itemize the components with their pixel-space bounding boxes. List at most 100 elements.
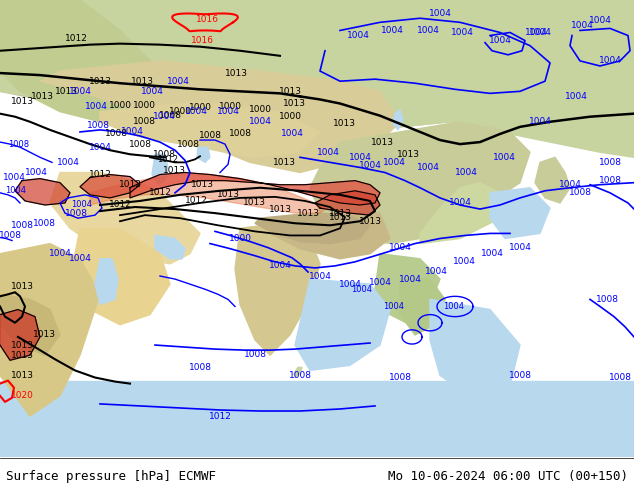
Text: 1013: 1013	[11, 282, 34, 291]
Text: 1008: 1008	[11, 221, 34, 230]
Text: 1013: 1013	[396, 150, 420, 159]
Text: 1004: 1004	[141, 87, 164, 96]
Text: 1000: 1000	[228, 234, 252, 243]
Text: 1012: 1012	[119, 180, 141, 189]
Text: 1008: 1008	[133, 117, 155, 126]
Text: 1004: 1004	[339, 280, 361, 289]
Text: 1004: 1004	[429, 9, 451, 18]
Text: 1004: 1004	[425, 268, 448, 276]
Text: 1008: 1008	[86, 121, 110, 130]
Text: 1008: 1008	[508, 371, 531, 380]
Polygon shape	[420, 183, 510, 244]
Text: 1004: 1004	[5, 186, 26, 196]
Text: 1013: 1013	[32, 330, 56, 340]
Text: 1004: 1004	[84, 102, 107, 111]
Text: 1016: 1016	[190, 36, 214, 45]
Text: Mo 10-06-2024 06:00 UTC (00+150): Mo 10-06-2024 06:00 UTC (00+150)	[387, 469, 628, 483]
Polygon shape	[0, 381, 634, 457]
Polygon shape	[0, 0, 634, 20]
Text: 1004: 1004	[217, 107, 240, 116]
Text: 1013: 1013	[242, 198, 266, 207]
Polygon shape	[535, 157, 570, 203]
Text: 1008: 1008	[188, 363, 212, 372]
Text: 1000: 1000	[169, 107, 191, 116]
Text: 1012: 1012	[157, 155, 179, 164]
Text: 1000: 1000	[219, 102, 242, 111]
Text: 1004: 1004	[571, 21, 593, 30]
Text: 1004: 1004	[49, 249, 72, 258]
Text: 1004: 1004	[449, 198, 472, 207]
Text: 1004: 1004	[309, 271, 332, 281]
Polygon shape	[95, 259, 118, 304]
Text: 1013: 1013	[278, 87, 302, 96]
Text: 1013: 1013	[162, 166, 186, 175]
Text: 1008: 1008	[32, 219, 56, 228]
Text: 1016: 1016	[195, 15, 219, 24]
Text: 1013: 1013	[11, 97, 34, 106]
Polygon shape	[490, 188, 550, 239]
Text: 1004: 1004	[281, 129, 304, 139]
Text: 1013: 1013	[89, 77, 112, 86]
Text: 1008: 1008	[0, 231, 22, 240]
Text: 1013: 1013	[269, 204, 292, 214]
Text: 1004: 1004	[389, 243, 411, 252]
Text: 1004: 1004	[249, 117, 271, 126]
Text: 1004: 1004	[269, 261, 292, 270]
Text: 1013: 1013	[328, 213, 351, 221]
Polygon shape	[0, 244, 100, 416]
Text: Surface pressure [hPa] ECMWF: Surface pressure [hPa] ECMWF	[6, 469, 216, 483]
Text: 1012: 1012	[108, 200, 131, 210]
Text: 1004: 1004	[3, 173, 25, 182]
Text: 1008: 1008	[288, 371, 311, 380]
Text: 1008: 1008	[598, 176, 621, 185]
Text: 1008: 1008	[65, 209, 87, 218]
Text: 1013: 1013	[11, 341, 34, 349]
Polygon shape	[152, 154, 168, 185]
Text: 1004: 1004	[351, 285, 373, 294]
Text: 1008: 1008	[228, 129, 252, 139]
Polygon shape	[400, 279, 445, 335]
Text: 1004: 1004	[347, 31, 370, 40]
Polygon shape	[294, 368, 302, 377]
Text: 1000: 1000	[249, 105, 271, 114]
Text: 1008: 1008	[569, 188, 592, 197]
Text: 1004: 1004	[68, 254, 91, 263]
Text: 1004: 1004	[68, 87, 91, 96]
Text: 1013: 1013	[297, 209, 320, 218]
Text: 1004: 1004	[493, 153, 515, 162]
Polygon shape	[505, 193, 525, 218]
Text: 1013: 1013	[216, 190, 240, 199]
Text: 1008: 1008	[596, 295, 619, 304]
Text: 1013: 1013	[224, 69, 247, 77]
Text: 1012: 1012	[65, 34, 87, 43]
Text: 1004: 1004	[444, 302, 465, 311]
Text: 1000: 1000	[133, 101, 155, 110]
Text: 1004: 1004	[316, 147, 339, 157]
Text: 1008: 1008	[176, 140, 200, 148]
Text: 1012: 1012	[148, 188, 171, 197]
Text: 1008: 1008	[153, 150, 176, 159]
Polygon shape	[80, 174, 140, 198]
Text: 1013: 1013	[283, 99, 306, 108]
Polygon shape	[310, 122, 530, 244]
Text: 1004: 1004	[417, 163, 439, 172]
Text: 1000: 1000	[108, 101, 131, 110]
Text: 1004: 1004	[56, 158, 79, 167]
Text: 1008: 1008	[389, 373, 411, 382]
Text: 1004: 1004	[508, 243, 531, 252]
Text: 1004: 1004	[559, 180, 581, 189]
Text: 1013: 1013	[358, 217, 382, 226]
Text: 1013: 1013	[328, 209, 351, 218]
Text: 1004: 1004	[384, 302, 404, 311]
Text: 1004: 1004	[564, 92, 588, 101]
Polygon shape	[90, 174, 325, 213]
Text: 1020: 1020	[11, 392, 34, 400]
Text: 1008: 1008	[598, 158, 621, 167]
Text: 1004: 1004	[359, 161, 382, 170]
Polygon shape	[393, 110, 403, 130]
Text: 1004: 1004	[529, 117, 552, 126]
Text: 1004: 1004	[524, 28, 547, 37]
Text: 1004: 1004	[382, 158, 405, 167]
Polygon shape	[375, 254, 440, 325]
Text: 1004: 1004	[167, 77, 190, 86]
